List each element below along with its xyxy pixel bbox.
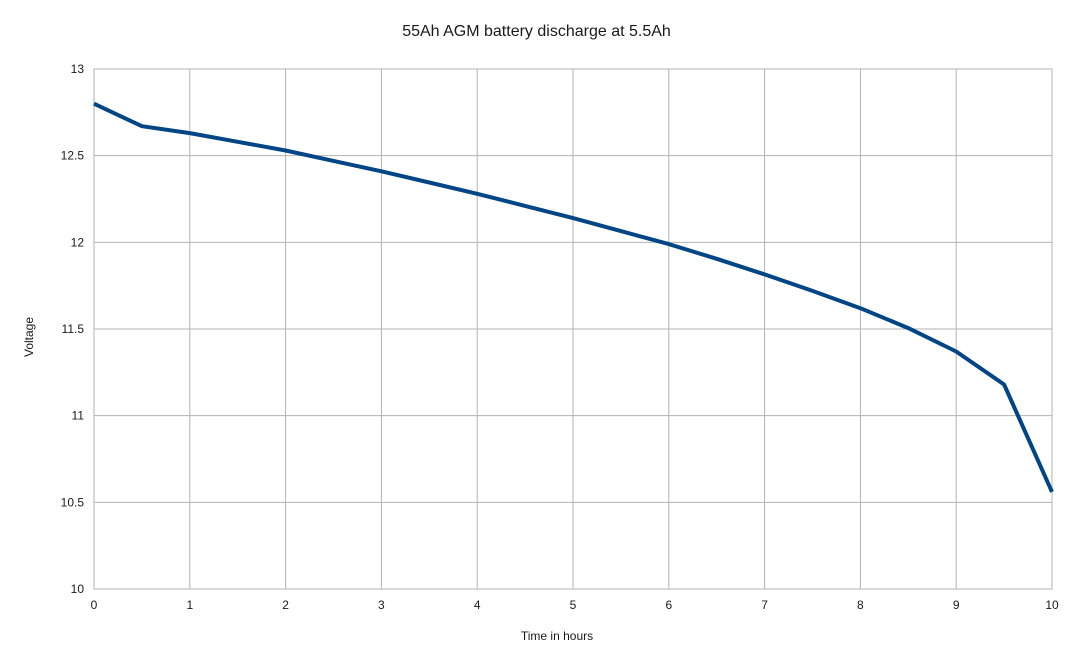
x-tick-label: 2 bbox=[282, 598, 289, 612]
series-line bbox=[93, 101, 1054, 493]
y-tick-label: 13 bbox=[71, 62, 85, 76]
x-tick-label: 7 bbox=[761, 598, 768, 612]
x-tick-label: 9 bbox=[953, 598, 960, 612]
x-tick-label: 6 bbox=[665, 598, 672, 612]
y-tick-label: 12.5 bbox=[61, 149, 85, 163]
chart-title: 55Ah AGM battery discharge at 5.5Ah bbox=[402, 23, 671, 40]
x-tick-label: 0 bbox=[91, 598, 98, 612]
x-tick-label: 5 bbox=[570, 598, 577, 612]
x-tick-label: 10 bbox=[1045, 598, 1059, 612]
x-tick-labels: 0 1 2 3 4 5 6 7 8 9 10 bbox=[91, 598, 1059, 612]
series-lines bbox=[93, 101, 1054, 493]
y-tick-label: 11 bbox=[72, 409, 85, 423]
x-tick-label: 1 bbox=[186, 598, 193, 612]
y-tick-label: 11.5 bbox=[62, 322, 85, 336]
x-tick-label: 8 bbox=[857, 598, 864, 612]
y-tick-labels: 10 10.5 11 11.5 12 12.5 13 bbox=[61, 62, 85, 596]
y-tick-label: 10 bbox=[71, 582, 85, 596]
plot-frame bbox=[93, 68, 1053, 590]
y-tick-label: 10.5 bbox=[61, 495, 85, 509]
x-tick-label: 3 bbox=[378, 598, 385, 612]
x-axis-label: Time in hours bbox=[520, 629, 594, 643]
y-tick-label: 12 bbox=[71, 235, 85, 249]
x-tick-label: 4 bbox=[474, 598, 481, 612]
